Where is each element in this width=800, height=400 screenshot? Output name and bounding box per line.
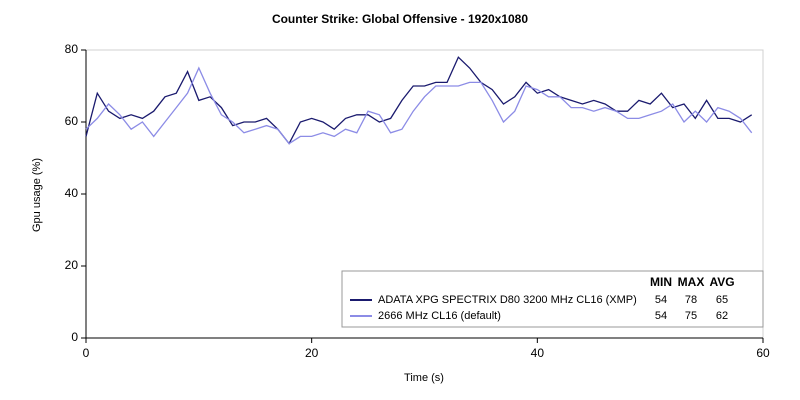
chart-title: Counter Strike: Global Offensive - 1920x…: [272, 12, 528, 26]
legend-header: MAX: [678, 275, 705, 289]
legend-label: ADATA XPG SPECTRIX D80 3200 MHz CL16 (XM…: [378, 294, 637, 306]
legend-box: [341, 270, 764, 328]
legend-stat: 78: [685, 294, 697, 306]
legend-stat: 62: [716, 310, 728, 322]
series-line: [85, 56, 753, 145]
x-tick-label: 40: [531, 346, 545, 360]
legend-stat: 54: [655, 294, 667, 306]
legend-header: MIN: [650, 275, 672, 289]
y-tick-label: 60: [65, 114, 79, 128]
legend-stat: 65: [716, 294, 728, 306]
x-tick-label: 60: [756, 346, 770, 360]
legend-stat: 54: [655, 310, 667, 322]
y-tick-label: 80: [65, 42, 79, 56]
legend-stat: 75: [685, 310, 697, 322]
x-tick-label: 0: [83, 346, 90, 360]
x-axis-label: Time (s): [404, 372, 444, 384]
y-tick-label: 20: [65, 258, 79, 272]
x-tick-label: 20: [305, 346, 319, 360]
legend-header: AVG: [709, 275, 734, 289]
series-line: [85, 66, 753, 145]
y-tick-label: 0: [71, 330, 78, 344]
legend-label: 2666 MHz CL16 (default): [378, 310, 501, 322]
y-axis-label: Gpu usage (%): [31, 158, 43, 232]
y-tick-label: 40: [65, 186, 79, 200]
